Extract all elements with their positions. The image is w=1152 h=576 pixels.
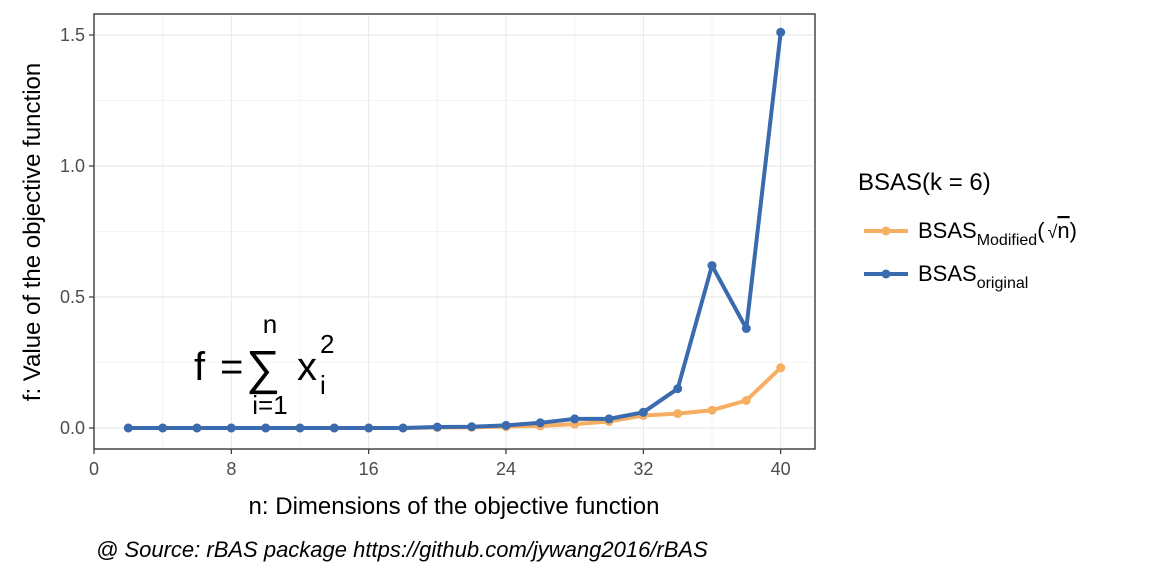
x-tick-label: 32 <box>633 459 653 479</box>
x-tick-label: 24 <box>496 459 516 479</box>
source-caption: @ Source: rBAS package https://github.co… <box>96 537 708 562</box>
panel-border <box>93 13 816 450</box>
data-point <box>741 324 751 333</box>
data-point <box>192 423 202 433</box>
x-axis-title: n: Dimensions of the objective function <box>249 493 660 520</box>
x-tick-label: 16 <box>359 459 379 479</box>
y-tick-label: 0.5 <box>60 287 85 307</box>
x-tick-label: 40 <box>771 459 791 479</box>
legend-label-main: BSAS <box>918 261 977 286</box>
formula-variable: x <box>297 345 317 389</box>
legend-title: BSAS(k = 6) <box>858 169 991 196</box>
legend-label-subscript: original <box>977 275 1029 292</box>
formula-equals: = <box>220 345 243 389</box>
formula-subscript: i <box>320 370 326 400</box>
ticks: 0 8 16 24 32 40 0.0 0.5 1.0 1.5 <box>60 25 791 479</box>
data-point <box>226 423 236 433</box>
data-point <box>707 405 717 415</box>
formula-superscript: 2 <box>320 329 334 359</box>
y-tick-label: 0.0 <box>60 418 85 438</box>
legend-label-original: BSASoriginal <box>918 261 1028 292</box>
formula-annotation: f = ∑ n i=1 x 2 i <box>194 309 334 420</box>
y-tick-label: 1.0 <box>60 156 85 176</box>
data-point <box>329 423 339 433</box>
data-point <box>776 363 786 373</box>
data-point <box>398 423 408 433</box>
data-point <box>604 414 614 424</box>
legend-label-paren-close: ) <box>1070 218 1077 243</box>
x-tick-label: 8 <box>226 459 236 479</box>
legend-label-subscript: Modified <box>977 232 1037 249</box>
legend-item-modified: BSASModified(√n) <box>864 218 1077 249</box>
data-point <box>707 261 717 271</box>
data-point <box>467 422 477 432</box>
y-axis-title: f: Value of the objective function <box>19 63 46 401</box>
formula-f: f <box>194 345 206 389</box>
data-point <box>570 414 580 424</box>
data-point <box>261 423 271 433</box>
legend-label-main: BSAS <box>918 218 977 243</box>
data-point <box>158 423 168 433</box>
data-point <box>535 418 545 428</box>
data-point <box>123 423 133 433</box>
formula-sigma: ∑ <box>246 342 280 395</box>
legend-label-sqrt: √ <box>1048 222 1058 242</box>
formula-upper-limit: n <box>263 309 277 339</box>
legend-key-point <box>881 226 891 236</box>
legend: BSAS(k = 6) BSASModified(√n) BSASorigina… <box>858 169 1077 292</box>
data-point <box>673 409 683 419</box>
data-point <box>741 396 751 405</box>
formula-lower-limit: i=1 <box>252 390 287 420</box>
data-point <box>364 423 374 433</box>
series-line <box>126 30 783 430</box>
y-tick-label: 1.5 <box>60 25 85 45</box>
data-point <box>432 422 442 432</box>
legend-label-arg: n <box>1057 218 1069 243</box>
legend-item-original: BSASoriginal <box>864 261 1028 292</box>
legend-key-point <box>881 269 891 279</box>
data-point <box>776 27 786 37</box>
data-point <box>673 384 683 394</box>
series-layer <box>123 27 786 433</box>
legend-label-modified: BSASModified(√n) <box>918 218 1077 249</box>
data-point <box>295 423 305 433</box>
series-original <box>123 27 786 433</box>
data-point <box>501 420 511 430</box>
data-point <box>638 407 648 417</box>
legend-label-paren-open: ( <box>1037 218 1045 243</box>
x-tick-label: 0 <box>89 459 99 479</box>
